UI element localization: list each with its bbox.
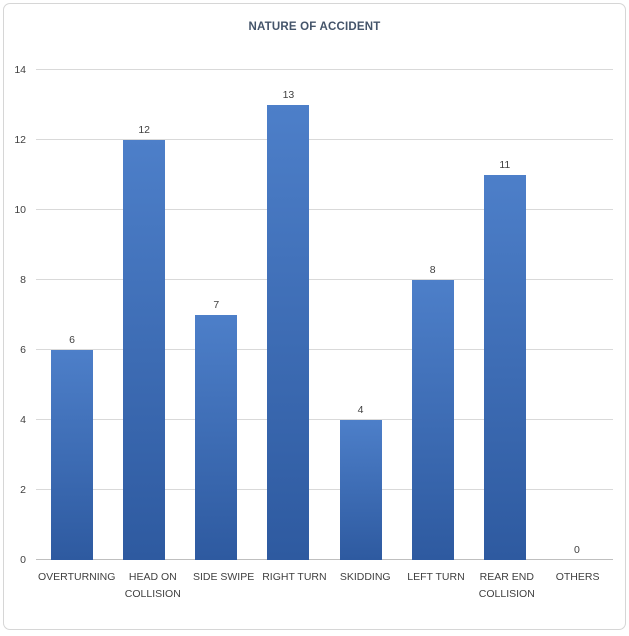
x-axis-category-label: LEFT TURN xyxy=(407,571,465,583)
x-axis-category-label: HEAD ON COLLISION xyxy=(124,571,181,600)
bar-group: 7 xyxy=(180,70,252,560)
bar-group: 4 xyxy=(325,70,397,560)
y-axis-tick-label: 10 xyxy=(14,204,26,216)
gridline xyxy=(36,209,613,210)
bars-container: 6 12 7 13 4 8 11 0 xyxy=(36,70,613,560)
y-axis-tick-label: 6 xyxy=(20,344,26,356)
bar-group: 0 xyxy=(541,70,613,560)
bar-value-label: 13 xyxy=(282,89,295,101)
y-axis-tick-label: 14 xyxy=(14,64,26,76)
bar-group: 12 xyxy=(108,70,180,560)
chart-title: NATURE OF ACCIDENT xyxy=(248,21,381,33)
bar-chart: NATURE OF ACCIDENT 0 2 4 6 8 10 12 14 6 12 7 13 4 8 1… xyxy=(3,3,626,630)
bar-group: 11 xyxy=(469,70,541,560)
bar-value-label: 8 xyxy=(429,264,436,276)
gridline xyxy=(36,489,613,490)
x-axis-category-label: SIDE SWIPE xyxy=(192,571,255,583)
gridline xyxy=(36,349,613,350)
y-axis-tick-label: 8 xyxy=(20,274,26,286)
plot-area: 6 12 7 13 4 8 11 0 xyxy=(36,69,613,560)
gridline xyxy=(36,139,613,140)
x-axis-category-label: OTHERS xyxy=(555,571,600,583)
x-axis-category-label: REAR END COLLISION xyxy=(478,571,535,600)
x-axis-line xyxy=(36,559,613,560)
y-axis: 0 2 4 6 8 10 12 14 xyxy=(4,64,36,566)
bar-group: 13 xyxy=(252,70,324,560)
bar-value-label: 0 xyxy=(574,544,580,556)
x-axis-category-label: SKIDDING xyxy=(339,571,391,583)
y-axis-tick-label: 2 xyxy=(20,484,26,496)
bar xyxy=(195,315,238,560)
bar xyxy=(339,420,382,560)
chart-body: 0 2 4 6 8 10 12 14 6 12 7 13 4 8 11 0 xyxy=(4,50,625,566)
y-axis-tick-label: 4 xyxy=(20,414,26,426)
gridline xyxy=(36,419,613,420)
x-axis-category-label: RIGHT TURN xyxy=(262,571,327,583)
bar-group: 6 xyxy=(36,70,108,560)
y-axis-tick-label: 12 xyxy=(14,134,26,146)
y-axis-tick-label: 0 xyxy=(20,554,26,566)
bar xyxy=(123,140,166,560)
bar-value-label: 12 xyxy=(138,124,151,136)
bar xyxy=(483,175,526,560)
bar-value-label: 4 xyxy=(357,404,364,416)
bar-group: 8 xyxy=(397,70,469,560)
x-axis: OVERTURNING HEAD ON COLLISION SIDE SWIPE RI… xyxy=(36,560,613,603)
bar xyxy=(411,280,454,560)
gridline xyxy=(36,279,613,280)
bar xyxy=(51,350,94,560)
bar xyxy=(267,105,310,560)
gridline xyxy=(36,69,613,70)
bar-value-label: 6 xyxy=(69,334,75,346)
x-axis-category-label: OVERTURNING xyxy=(38,571,116,583)
bar-value-label: 11 xyxy=(499,159,511,171)
bar-value-label: 7 xyxy=(213,299,220,311)
